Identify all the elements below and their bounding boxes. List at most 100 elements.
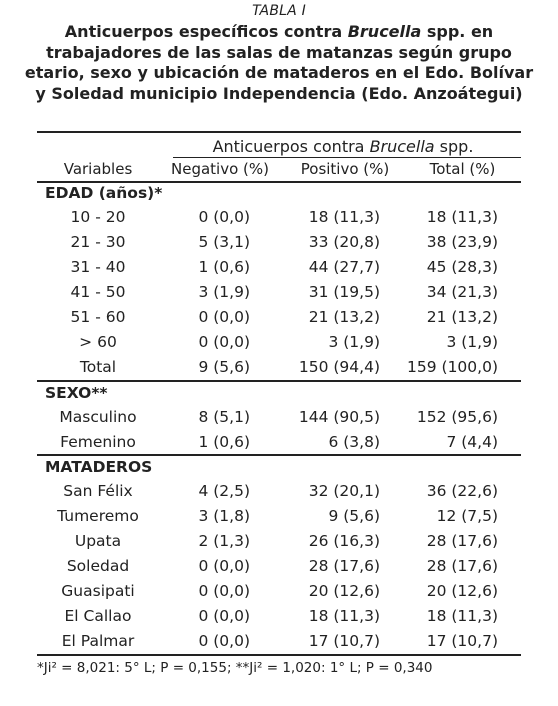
cell-total: 21 (13,2) — [426, 308, 498, 326]
table-row: Guasipati 0 (0,0) 20 (12,6) 20 (12,6) — [0, 582, 558, 607]
column-header-total: Total (%) — [429, 160, 496, 178]
cell-total: 34 (21,3) — [426, 283, 498, 301]
header-span-rule — [173, 157, 521, 158]
table-row: Soledad 0 (0,0) 28 (17,6) 28 (17,6) — [0, 557, 558, 582]
section-title: SEXO** — [45, 384, 108, 402]
cell-variable: Tumeremo — [57, 507, 139, 525]
cell-negativo: 1 (0,6) — [198, 433, 250, 451]
cell-positivo: 26 (16,3) — [308, 532, 380, 550]
cell-positivo: 18 (11,3) — [308, 607, 380, 625]
cell-negativo: 2 (1,3) — [198, 532, 250, 550]
cell-variable: Upata — [74, 532, 122, 550]
table-row: El Callao 0 (0,0) 18 (11,3) 18 (11,3) — [0, 607, 558, 632]
cell-positivo: 18 (11,3) — [308, 208, 380, 226]
cell-positivo: 28 (17,6) — [308, 557, 380, 575]
cell-negativo: 0 (0,0) — [198, 557, 250, 575]
cell-negativo: 1 (0,6) — [198, 258, 250, 276]
cell-variable: Soledad — [66, 557, 130, 575]
cell-total: 20 (12,6) — [426, 582, 498, 600]
cell-variable: 31 - 40 — [70, 258, 126, 276]
table-title-text-1: Anticuerpos específicos contra — [64, 22, 348, 41]
section-title: EDAD (años)* — [45, 184, 163, 202]
cell-total: 12 (7,5) — [436, 507, 498, 525]
cell-variable: 21 - 30 — [70, 233, 126, 251]
table-label: TABLA I — [252, 3, 306, 19]
table-row: Total 9 (5,6) 150 (94,4) 159 (100,0) — [0, 358, 558, 383]
cell-positivo: 31 (19,5) — [308, 283, 380, 301]
cell-positivo: 144 (90,5) — [298, 408, 380, 426]
table-row: 51 - 60 0 (0,0) 21 (13,2) 21 (13,2) — [0, 308, 558, 333]
table-bottom-rule — [37, 654, 521, 656]
cell-variable: 41 - 50 — [70, 283, 126, 301]
table-row: Tumeremo 3 (1,8) 9 (5,6) 12 (7,5) — [0, 507, 558, 532]
top-rule — [37, 131, 521, 133]
cell-total: 28 (17,6) — [426, 557, 498, 575]
table-row: 41 - 50 3 (1,9) 31 (19,5) 34 (21,3) — [0, 283, 558, 308]
cell-positivo: 9 (5,6) — [328, 507, 380, 525]
table-row: Upata 2 (1,3) 26 (16,3) 28 (17,6) — [0, 532, 558, 557]
cell-negativo: 0 (0,0) — [198, 333, 250, 351]
cell-variable: Guasipati — [61, 582, 135, 600]
cell-positivo: 3 (1,9) — [328, 333, 380, 351]
cell-negativo: 0 (0,0) — [198, 582, 250, 600]
header-span-prefix: Anticuerpos contra — [212, 137, 370, 156]
cell-variable: 51 - 60 — [70, 308, 126, 326]
table-title: Anticuerpos específicos contra Brucella … — [18, 22, 540, 104]
cell-positivo: 20 (12,6) — [308, 582, 380, 600]
cell-negativo: 0 (0,0) — [198, 632, 250, 650]
cell-total: 159 (100,0) — [407, 358, 498, 376]
cell-variable: Femenino — [60, 433, 136, 451]
cell-negativo: 9 (5,6) — [198, 358, 250, 376]
cell-negativo: 0 (0,0) — [198, 607, 250, 625]
cell-total: 17 (10,7) — [426, 632, 498, 650]
column-header-variables: Variables — [63, 160, 133, 178]
cell-variable: > 60 — [79, 333, 117, 351]
cell-variable: El Callao — [64, 607, 132, 625]
table-row: El Palmar 0 (0,0) 17 (10,7) 17 (10,7) — [0, 632, 558, 657]
table-title-genus: Brucella — [347, 22, 422, 41]
cell-variable: El Palmar — [61, 632, 135, 650]
cell-positivo: 33 (20,8) — [308, 233, 380, 251]
cell-total: 152 (95,6) — [416, 408, 498, 426]
cell-positivo: 6 (3,8) — [328, 433, 380, 451]
cell-total: 38 (23,9) — [426, 233, 498, 251]
cell-total: 3 (1,9) — [446, 333, 498, 351]
column-header-positivo: Positivo (%) — [300, 160, 390, 178]
cell-positivo: 21 (13,2) — [308, 308, 380, 326]
cell-negativo: 4 (2,5) — [198, 482, 250, 500]
cell-total: 18 (11,3) — [426, 208, 498, 226]
cell-negativo: 0 (0,0) — [198, 308, 250, 326]
section-title: MATADEROS — [45, 458, 153, 476]
cell-positivo: 44 (27,7) — [308, 258, 380, 276]
cell-negativo: 8 (5,1) — [198, 408, 250, 426]
section-divider-rule — [37, 380, 521, 382]
table-footnote: *Ji² = 8,021: 5° L; P = 0,155; **Ji² = 1… — [37, 660, 433, 676]
cell-total: 45 (28,3) — [426, 258, 498, 276]
cell-total: 18 (11,3) — [426, 607, 498, 625]
cell-negativo: 3 (1,9) — [198, 283, 250, 301]
cell-variable: 10 - 20 — [70, 208, 126, 226]
cell-positivo: 150 (94,4) — [298, 358, 380, 376]
cell-total: 36 (22,6) — [426, 482, 498, 500]
cell-total: 28 (17,6) — [426, 532, 498, 550]
cell-negativo: 0 (0,0) — [198, 208, 250, 226]
cell-variable: Masculino — [59, 408, 137, 426]
header-spanning-label: Anticuerpos contra Brucella spp. — [173, 137, 513, 156]
section-divider-rule — [37, 454, 521, 456]
cell-negativo: 3 (1,8) — [198, 507, 250, 525]
header-span-genus: Brucella — [369, 137, 435, 156]
table-row: 31 - 40 1 (0,6) 44 (27,7) 45 (28,3) — [0, 258, 558, 283]
cell-variable: Total — [79, 358, 117, 376]
header-span-suffix: spp. — [434, 137, 474, 156]
table-row: 21 - 30 5 (3,1) 33 (20,8) 38 (23,9) — [0, 233, 558, 258]
table-row: > 60 0 (0,0) 3 (1,9) 3 (1,9) — [0, 333, 558, 358]
cell-positivo: 32 (20,1) — [308, 482, 380, 500]
header-bottom-rule — [37, 181, 521, 183]
cell-negativo: 5 (3,1) — [198, 233, 250, 251]
table-row: San Félix 4 (2,5) 32 (20,1) 36 (22,6) — [0, 482, 558, 507]
cell-variable: San Félix — [63, 482, 133, 500]
table-row: 10 - 20 0 (0,0) 18 (11,3) 18 (11,3) — [0, 208, 558, 233]
table-row: Masculino 8 (5,1) 144 (90,5) 152 (95,6) — [0, 408, 558, 433]
cell-total: 7 (4,4) — [446, 433, 498, 451]
cell-positivo: 17 (10,7) — [308, 632, 380, 650]
